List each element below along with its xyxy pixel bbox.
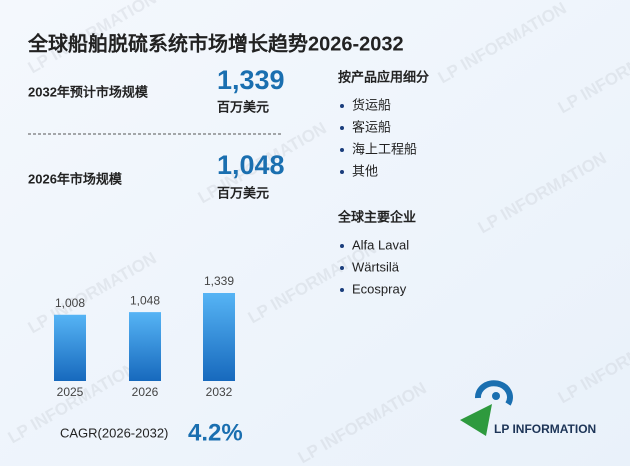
company-list: Alfa Laval Wärtsilä Ecospray bbox=[340, 237, 409, 296]
value-label: 1,008 bbox=[55, 296, 85, 310]
list-item: 海上工程船 bbox=[352, 141, 417, 156]
bullet bbox=[340, 288, 344, 292]
title: 全球船舶脱硫系统市场增长趋势2026-2032 bbox=[27, 31, 404, 55]
logo-mark bbox=[460, 380, 513, 436]
stat-label: 2026年市场规模 bbox=[28, 171, 123, 186]
list-item: Alfa Laval bbox=[352, 237, 409, 252]
list-item: 货运船 bbox=[352, 97, 391, 112]
section-title: 按产品应用细分 bbox=[338, 69, 429, 84]
logo-text: LP INFORMATION bbox=[494, 422, 596, 436]
value-label: 1,339 bbox=[204, 274, 234, 288]
bullet bbox=[340, 170, 344, 174]
value-label: 1,048 bbox=[130, 293, 160, 307]
stat-unit: 百万美元 bbox=[217, 185, 269, 200]
bar bbox=[129, 312, 161, 381]
bar bbox=[203, 293, 235, 381]
bullet bbox=[340, 126, 344, 130]
cagr-label: CAGR(2026-2032) bbox=[60, 425, 168, 440]
x-tick-label: 2025 bbox=[57, 385, 84, 399]
list-item: Wärtsilä bbox=[352, 259, 400, 274]
bar bbox=[54, 314, 86, 381]
list-item: 客运船 bbox=[352, 119, 391, 134]
section-title: 全球主要企业 bbox=[337, 209, 416, 224]
bullet bbox=[340, 148, 344, 152]
bullet bbox=[340, 104, 344, 108]
bar-chart: 1,008 2025 1,048 2026 1,339 2032 bbox=[54, 274, 235, 399]
x-tick-label: 2026 bbox=[132, 385, 159, 399]
bullet bbox=[340, 266, 344, 270]
list-item: Ecospray bbox=[352, 281, 407, 296]
stat-label: 2032年预计市场规模 bbox=[28, 84, 149, 99]
stat-unit: 百万美元 bbox=[217, 99, 269, 114]
stat-value: 1,048 bbox=[217, 150, 285, 180]
list-item: 其他 bbox=[352, 163, 378, 178]
stat-value: 1,339 bbox=[217, 65, 285, 95]
bullet bbox=[340, 244, 344, 248]
cagr-value: 4.2% bbox=[188, 419, 243, 446]
x-tick-label: 2032 bbox=[206, 385, 233, 399]
